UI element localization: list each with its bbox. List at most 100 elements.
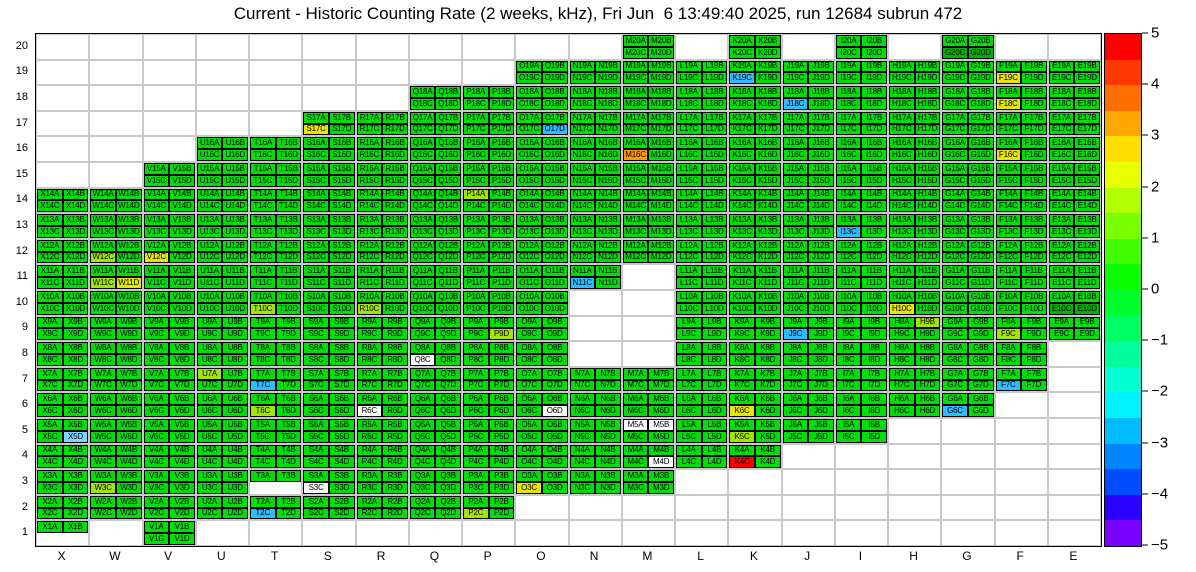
grid-subcell: M14C	[622, 200, 649, 213]
grid-subcell: L5D	[701, 430, 728, 443]
grid-subcell: V4C	[143, 456, 170, 469]
grid-cell: R14A R14B R14C R14D	[355, 187, 409, 214]
grid-subcell: S2D	[328, 507, 355, 520]
grid-cell: F15A F15B F15C F15D	[994, 162, 1048, 188]
grid-subcell: U4D	[222, 456, 248, 469]
grid-subcell: R8B	[382, 342, 408, 354]
grid-subcell: T7D	[275, 379, 302, 392]
grid-subcell: R9C	[356, 328, 383, 341]
grid-cell	[302, 34, 356, 60]
grid-subcell: N3A	[569, 470, 596, 482]
grid-subcell: Q6A	[409, 393, 436, 406]
colorbar-tick-mark	[1142, 288, 1148, 290]
grid-subcell: N12B	[595, 239, 621, 252]
grid-subcell: T12B	[275, 239, 302, 252]
grid-cell: F13A F13B F13C F13D	[994, 213, 1048, 239]
grid-subcell: L11B	[701, 265, 728, 278]
grid-cell: U4A U4B U4C U4D	[195, 443, 249, 470]
grid-subcell: S2B	[328, 495, 355, 508]
grid-subcell: R9A	[356, 316, 383, 329]
grid-subcell: P17A	[463, 111, 489, 124]
grid-subcell: K7B	[754, 367, 781, 380]
grid-cell: R16A R16B R16C R16D	[355, 136, 409, 162]
grid-cell: L8A L8B L8C L8D	[675, 341, 729, 367]
y-axis-label: 6	[21, 398, 28, 411]
grid-subcell: K17B	[754, 111, 781, 124]
colorbar-tick: −5	[1142, 537, 1168, 554]
grid-cell: I8A I8B I8C I8D	[834, 341, 888, 367]
grid-cell: H6A H6B H6C H6D	[888, 392, 942, 418]
grid-subcell: T2D	[275, 507, 302, 520]
colorbar-segment	[1105, 366, 1141, 393]
grid-cell: O7A O7B O7C O7D	[515, 366, 569, 393]
y-axis-label: 20	[15, 39, 28, 52]
grid-cell: V8A V8B V8C V8D	[142, 341, 196, 367]
grid-cell	[568, 494, 622, 521]
grid-cell: O11A O11B O11C O11D	[515, 264, 569, 290]
grid-subcell: W4C	[90, 456, 116, 469]
grid-subcell: Q9C	[409, 328, 436, 341]
grid-subcell: N12A	[569, 239, 596, 252]
grid-subcell: Q10A	[409, 291, 436, 303]
grid-subcell: P6B	[488, 393, 515, 406]
grid-subcell: K12D	[754, 251, 781, 264]
grid-subcell: L5B	[701, 419, 728, 431]
grid-subcell: G11D	[967, 277, 994, 289]
grid-subcell: X12C	[37, 251, 63, 264]
grid-subcell: R8C	[356, 353, 383, 366]
grid-cell: F7A F7B F7C F7D	[994, 366, 1048, 393]
grid-cell: U5A U5B U5C U5D	[195, 418, 249, 444]
grid-subcell: I15D	[861, 174, 887, 187]
grid-subcell: T6A	[250, 393, 276, 406]
colorbar-segment	[1105, 469, 1141, 495]
grid-subcell: J15A	[782, 163, 809, 175]
grid-subcell: W2D	[115, 507, 142, 520]
grid-subcell: G16D	[967, 149, 994, 161]
grid-cell: G14A G14B G14C G14D	[941, 187, 995, 214]
grid-subcell: O13C	[516, 225, 542, 238]
grid-subcell: O12D	[541, 251, 568, 264]
grid-subcell: K13A	[729, 214, 755, 226]
grid-subcell: K8A	[729, 342, 755, 354]
grid-subcell: Q16C	[409, 149, 436, 161]
grid-subcell: J9B	[808, 316, 834, 329]
grid-cell: P14A P14B P14C P14D	[462, 187, 516, 214]
colorbar-segment	[1105, 494, 1141, 521]
grid-subcell: M20B	[648, 35, 674, 47]
grid-cell	[1047, 443, 1101, 470]
grid-cell: U13A U13B U13C U13D	[195, 213, 249, 239]
grid-subcell: W13A	[90, 214, 116, 226]
grid-subcell: H16D	[914, 149, 941, 161]
colorbar-tick: −3	[1142, 434, 1168, 451]
grid-subcell: Q11B	[435, 265, 461, 278]
grid-subcell: S16C	[303, 149, 329, 161]
grid-subcell: O8B	[541, 342, 568, 354]
grid-subcell: T8A	[250, 342, 276, 354]
grid-subcell: U4C	[196, 456, 223, 469]
grid-subcell: H12C	[889, 251, 915, 264]
grid-subcell: T14C	[250, 200, 276, 213]
grid-subcell: S7B	[328, 367, 355, 380]
grid-subcell: M17A	[622, 111, 649, 124]
colorbar	[1104, 33, 1142, 547]
grid-subcell: E11A	[1048, 265, 1075, 278]
grid-subcell: K13D	[754, 225, 781, 238]
grid-subcell: P9C	[463, 328, 489, 341]
grid-subcell: F10A	[995, 291, 1022, 303]
grid-subcell: S7A	[303, 367, 329, 380]
grid-cell	[941, 418, 995, 444]
grid-subcell: M13C	[622, 225, 649, 238]
grid-subcell: U13A	[196, 214, 223, 226]
grid-subcell: U11C	[196, 277, 223, 289]
grid-subcell: E18B	[1074, 86, 1100, 98]
grid-cell: V2A V2B V2C V2D	[142, 494, 196, 521]
grid-subcell: M19A	[622, 60, 649, 73]
grid-subcell: M6C	[622, 405, 649, 417]
grid-subcell: N19B	[595, 60, 621, 73]
grid-cell: J9A J9B J9C J9D	[781, 315, 835, 342]
grid-cell: W4A W4B W4C W4D	[89, 443, 143, 470]
grid-subcell: W7D	[115, 379, 142, 392]
grid-subcell: F18C	[995, 97, 1022, 110]
grid-subcell: T10C	[250, 302, 276, 315]
grid-cell: P13A P13B P13C P13D	[462, 213, 516, 239]
